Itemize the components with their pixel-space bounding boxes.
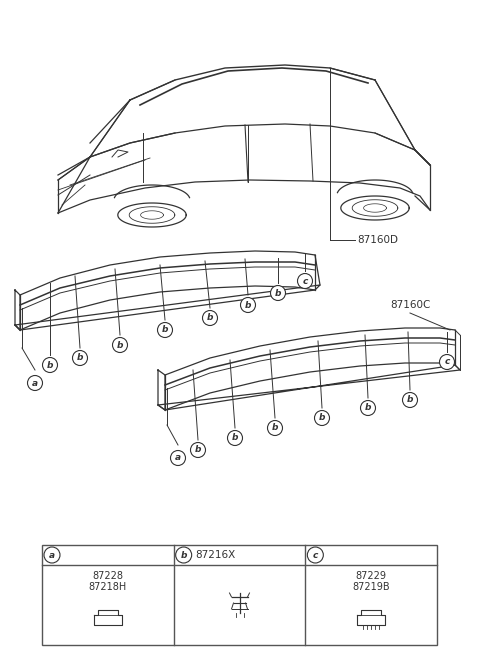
Text: b: b bbox=[47, 360, 53, 369]
Text: 87229: 87229 bbox=[356, 571, 387, 581]
Circle shape bbox=[403, 392, 418, 407]
Text: b: b bbox=[195, 445, 201, 455]
Circle shape bbox=[271, 286, 286, 301]
Circle shape bbox=[44, 547, 60, 563]
Text: b: b bbox=[117, 341, 123, 350]
Text: 87216X: 87216X bbox=[196, 550, 236, 560]
Text: 87218H: 87218H bbox=[89, 582, 127, 592]
Text: a: a bbox=[49, 550, 55, 559]
Text: b: b bbox=[272, 424, 278, 432]
Text: b: b bbox=[180, 550, 187, 559]
Circle shape bbox=[440, 354, 455, 369]
Text: c: c bbox=[312, 550, 318, 559]
Text: 87228: 87228 bbox=[92, 571, 123, 581]
Circle shape bbox=[27, 375, 43, 390]
Circle shape bbox=[191, 443, 205, 457]
Text: c: c bbox=[444, 358, 450, 367]
Text: b: b bbox=[77, 354, 83, 362]
Text: b: b bbox=[207, 314, 213, 322]
Text: 87219B: 87219B bbox=[352, 582, 390, 592]
Text: 87160D: 87160D bbox=[357, 235, 398, 245]
Text: b: b bbox=[245, 301, 251, 310]
Circle shape bbox=[228, 430, 242, 445]
Circle shape bbox=[298, 274, 312, 288]
Circle shape bbox=[267, 421, 283, 436]
Circle shape bbox=[112, 337, 128, 352]
Circle shape bbox=[314, 411, 329, 426]
Circle shape bbox=[360, 400, 375, 415]
Text: b: b bbox=[407, 396, 413, 405]
Text: a: a bbox=[32, 379, 38, 388]
Text: b: b bbox=[319, 413, 325, 422]
Text: b: b bbox=[365, 403, 371, 413]
Circle shape bbox=[240, 297, 255, 312]
Text: a: a bbox=[175, 453, 181, 462]
Bar bbox=[42, 545, 437, 645]
Circle shape bbox=[307, 547, 324, 563]
Text: c: c bbox=[302, 276, 308, 286]
Circle shape bbox=[157, 322, 172, 337]
Text: 87160C: 87160C bbox=[390, 300, 431, 310]
Circle shape bbox=[176, 547, 192, 563]
Text: b: b bbox=[162, 326, 168, 335]
Text: b: b bbox=[232, 434, 238, 443]
Text: b: b bbox=[275, 288, 281, 297]
Circle shape bbox=[43, 358, 58, 373]
Circle shape bbox=[203, 310, 217, 326]
Circle shape bbox=[72, 350, 87, 365]
Circle shape bbox=[170, 451, 185, 466]
